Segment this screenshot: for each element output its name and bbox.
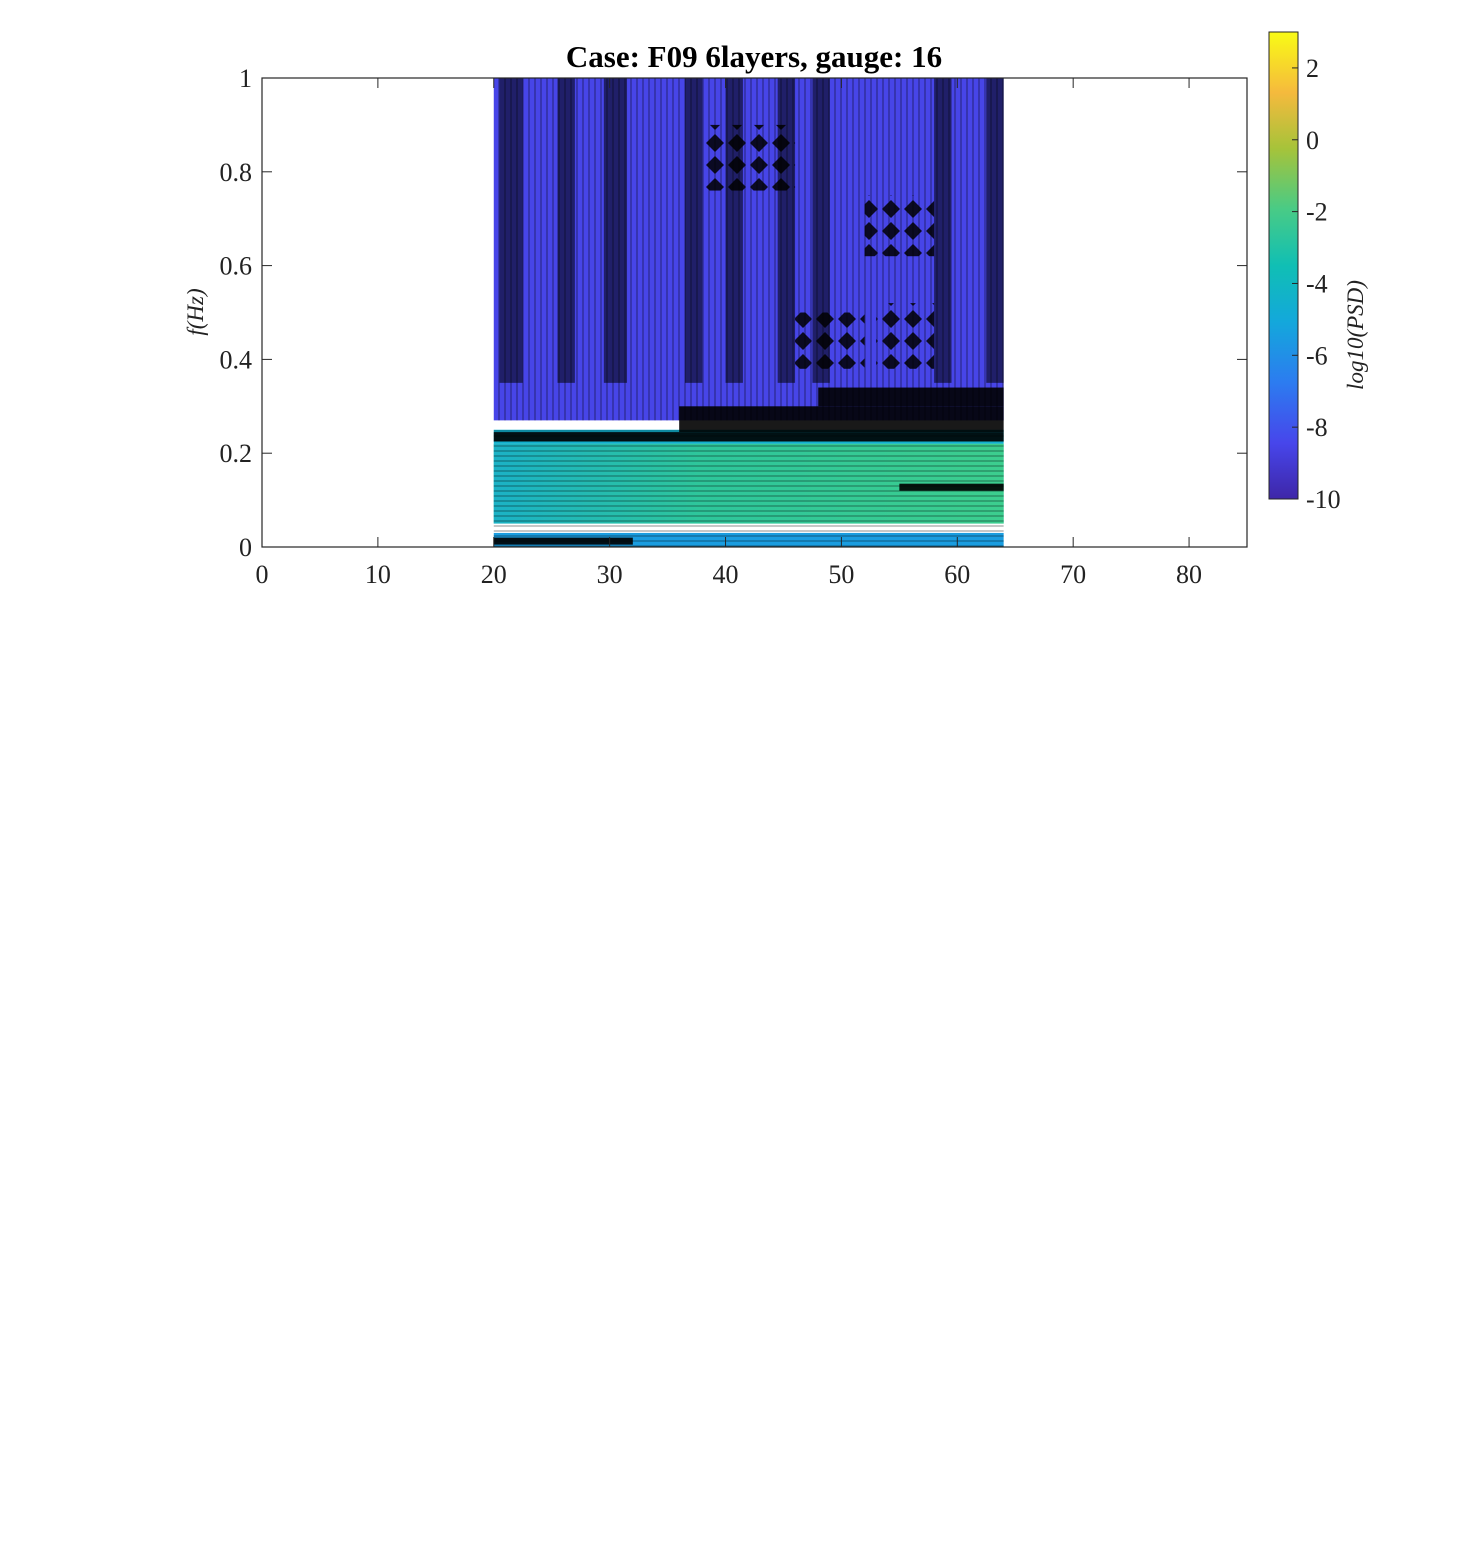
y-tick-label: 0 <box>239 533 252 562</box>
colorbar-tick-label: -6 <box>1306 341 1328 370</box>
colorbar-tick-label: -10 <box>1306 485 1341 514</box>
vertical-contour-band-1 <box>557 78 575 383</box>
x-tick-label: 50 <box>828 560 854 589</box>
x-tick-label: 60 <box>944 560 970 589</box>
colorbar-tick-label: -2 <box>1306 198 1328 227</box>
vertical-contour-band-4 <box>725 78 743 383</box>
vertical-contour-band-5 <box>777 78 796 383</box>
vertical-contour-band-0 <box>499 78 523 383</box>
vertical-contour-band-2 <box>603 78 628 383</box>
spectrogram-figure: 0 10 20 30 40 50 60 70 80 0 0.2 0.4 0.6 0.8 1 Case: F0… <box>0 0 1458 640</box>
diamond-contours-1 <box>876 303 935 369</box>
colorbar-tick-label: 2 <box>1306 54 1319 83</box>
x-tick-label: 0 <box>256 560 269 589</box>
y-tick-label: 0.2 <box>220 439 253 468</box>
vertical-contour-band-7 <box>934 78 952 383</box>
axis-ticks: 0 10 20 30 40 50 60 70 80 0 0.2 0.4 0.6 0.8 1 <box>220 64 1247 589</box>
colorbar-tick-label: 0 <box>1306 126 1319 155</box>
x-tick-label: 80 <box>1176 560 1202 589</box>
diamond-contours-2 <box>795 312 865 369</box>
colorbar-tick-label: -8 <box>1306 413 1328 442</box>
dark-contour-band-0 <box>493 432 1004 442</box>
diamond-contours-0 <box>864 195 935 257</box>
y-axis-label: f(Hz) <box>183 288 208 335</box>
colorbar-label: log10(PSD) <box>1343 280 1368 390</box>
y-tick-label: 0.4 <box>220 345 253 374</box>
dark-contour-band-4 <box>493 537 633 545</box>
colorbar: 2 0 -2 -4 -6 -8 -10 <box>1268 31 1341 514</box>
dark-contour-band-2 <box>818 387 1004 407</box>
dark-contour-band-1 <box>679 406 1004 433</box>
colorbar-tick-label: -4 <box>1306 269 1328 298</box>
x-tick-label: 40 <box>713 560 739 589</box>
dark-contour-band-3 <box>899 483 1004 491</box>
diamond-contours-3 <box>702 124 796 191</box>
chart-title: Case: F09 6layers, gauge: 16 <box>566 39 942 74</box>
vertical-contour-band-3 <box>684 78 703 383</box>
x-tick-label: 70 <box>1060 560 1086 589</box>
vertical-contour-band-6 <box>812 78 830 383</box>
colorbar-gradient <box>1268 31 1299 500</box>
x-tick-label: 10 <box>365 560 391 589</box>
x-tick-label: 30 <box>597 560 623 589</box>
x-tick-label: 20 <box>481 560 507 589</box>
axes-box <box>261 77 1248 548</box>
y-tick-label: 0.6 <box>220 252 253 281</box>
y-tick-label: 0.8 <box>220 158 253 187</box>
vertical-contour-band-8 <box>986 78 1004 383</box>
y-tick-label: 1 <box>239 64 252 93</box>
plot-area <box>493 78 1004 547</box>
